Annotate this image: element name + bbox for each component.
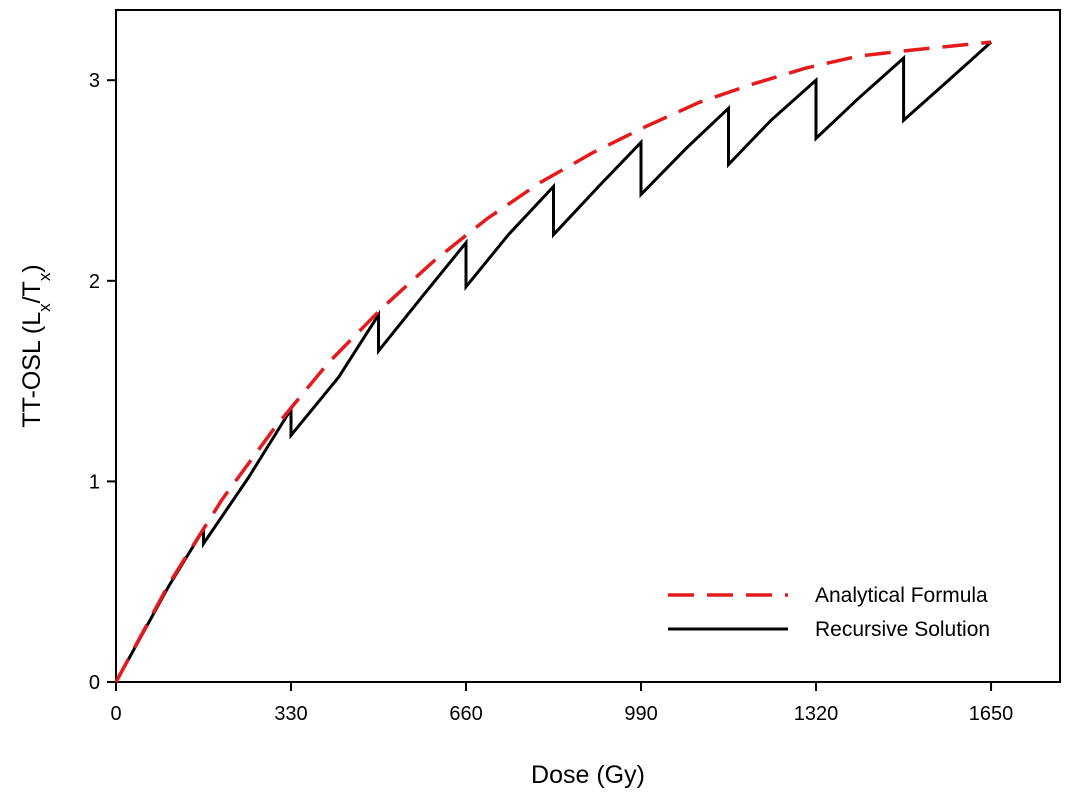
x-axis-title: Dose (Gy): [531, 761, 645, 789]
legend: Analytical Formula Recursive Solution: [668, 584, 990, 641]
ticks-layer: 0 330 660 990 1320 1650 0 1 2 3: [89, 70, 1013, 725]
legend-label-recursive: Recursive Solution: [815, 618, 990, 641]
x-tick-label: 0: [110, 703, 121, 725]
series-layer: [114, 40, 993, 683]
y-tick-label: 0: [89, 672, 100, 694]
y-tick-label: 1: [89, 471, 100, 493]
x-tick-label: 660: [449, 703, 482, 725]
legend-label-analytical: Analytical Formula: [815, 584, 988, 607]
x-tick-label: 990: [624, 703, 657, 725]
x-tick-label: 330: [274, 703, 307, 725]
y-axis-title: TT-OSL (Lx/Tx): [18, 264, 54, 427]
series-line-recursive-solution: [114, 40, 993, 683]
y-tick-label: 2: [89, 271, 100, 293]
series-line-analytical-formula: [114, 40, 992, 683]
x-tick-label: 1650: [969, 703, 1014, 725]
y-tick-label: 3: [89, 70, 100, 92]
x-tick-label: 1320: [794, 703, 839, 725]
plot-frame: [115, 9, 1061, 683]
